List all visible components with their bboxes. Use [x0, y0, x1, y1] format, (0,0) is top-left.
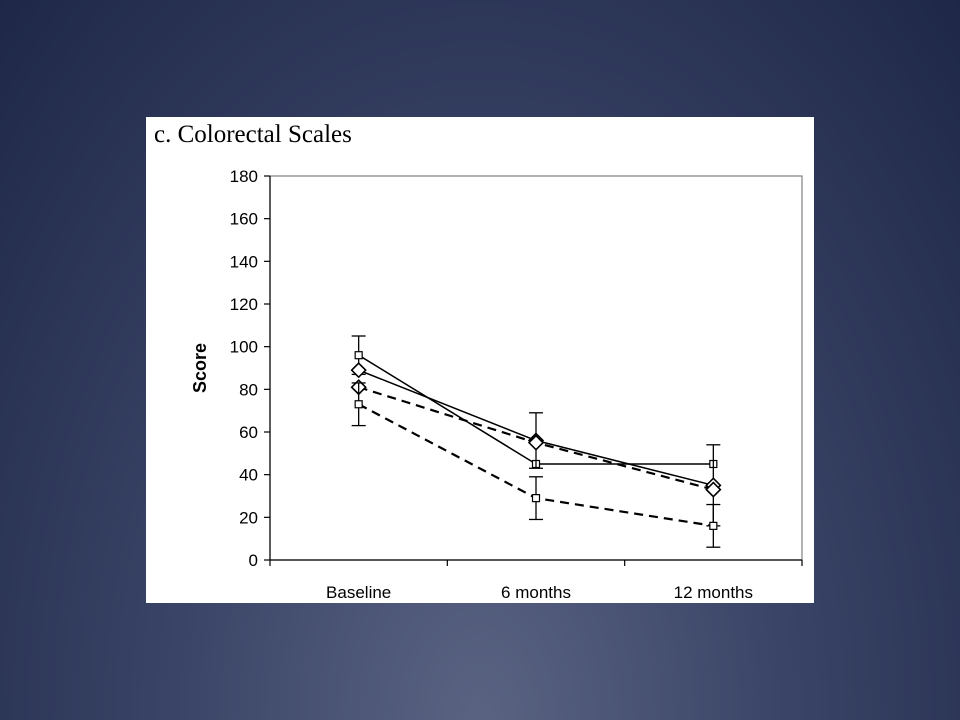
x-tick-label: Baseline	[326, 583, 391, 602]
chart-figure: 0 20 40 60 80 100 120 140 160 180 Baseline 6 months…	[146, 117, 814, 603]
series-3	[350, 379, 722, 498]
y-tick-label: 20	[239, 508, 258, 527]
y-tick-label: 180	[230, 167, 258, 186]
data-point-diamond	[705, 481, 722, 498]
data-point-square	[709, 521, 718, 530]
y-tick-label: 40	[239, 466, 258, 485]
y-tick-label: 120	[230, 295, 258, 314]
data-point-square	[531, 494, 541, 503]
series-4	[351, 382, 721, 548]
x-tick-label: 12 months	[674, 583, 753, 602]
y-tick-label: 160	[230, 210, 258, 229]
chart-title: c. Colorectal Scales	[154, 121, 352, 148]
y-tick-label: 0	[249, 551, 258, 570]
y-tick-label: 140	[230, 252, 258, 271]
data-point-square	[354, 351, 363, 360]
data-point-diamond	[350, 362, 367, 379]
y-axis-title: Score	[190, 343, 210, 393]
data-point-square	[354, 400, 363, 409]
x-tick-label: 6 months	[501, 583, 571, 602]
y-tick-label: 100	[230, 338, 258, 357]
chart-plot: 0 20 40 60 80 100 120 140 160 180 Baseline 6 months…	[190, 167, 803, 602]
y-tick-label: 80	[239, 380, 258, 399]
y-tick-label: 60	[239, 423, 258, 442]
data-point-diamond	[527, 434, 545, 451]
